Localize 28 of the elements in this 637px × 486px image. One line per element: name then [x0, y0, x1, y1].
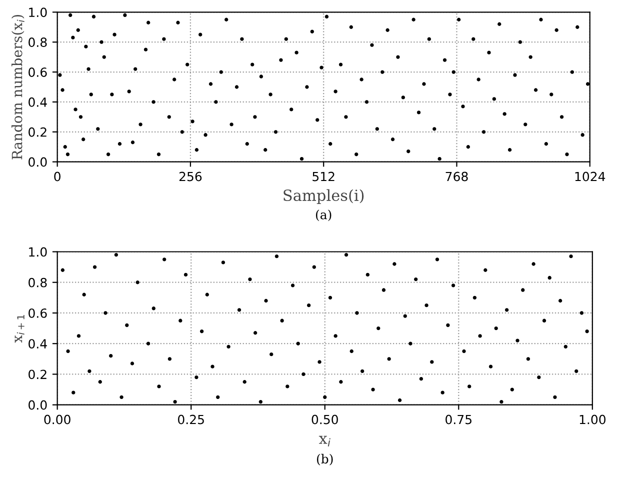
y-axis-title: x$_{i+1}$ — [14, 314, 24, 343]
text: (b) — [316, 454, 333, 466]
y-tick-label: 0.2 — [28, 127, 46, 137]
y-tick-label: 1.0 — [29, 247, 47, 257]
y-tick-label: 0.0 — [28, 157, 47, 167]
y-tick-label: 0.4 — [28, 339, 47, 349]
y-tick-label: 1.0 — [29, 8, 47, 18]
y-tick-label: 0.0 — [28, 400, 47, 410]
x-tick-label: 0.00 — [44, 414, 70, 424]
x-axis-title: x$_{i}$ — [318, 436, 330, 446]
x-tick-label: 256 — [179, 172, 202, 182]
x-tick-label: 0.75 — [446, 414, 472, 424]
y-axis-title: Random numbers(x$_{i}$) — [12, 14, 24, 160]
x-tick-label: 768 — [446, 172, 468, 182]
y-tick-label: 0.6 — [28, 67, 47, 77]
x-tick-label: 1024 — [575, 172, 606, 182]
y-tick-label: 0.8 — [28, 38, 47, 48]
y-tick-label: 0.6 — [28, 308, 47, 318]
x-axis-title: Samples(i) — [284, 189, 364, 204]
x-tick-label: 512 — [312, 172, 334, 182]
x-tick-label: 0.50 — [312, 414, 338, 424]
x-tick-label: 1.00 — [580, 414, 606, 424]
y-tick-label: 0.4 — [28, 97, 47, 107]
x-tick-label: 0.25 — [178, 414, 204, 424]
text: (a) — [316, 210, 332, 222]
y-tick-label: 0.2 — [28, 370, 46, 380]
y-tick-label: 0.8 — [28, 278, 47, 288]
x-tick-label: 0 — [54, 172, 60, 182]
